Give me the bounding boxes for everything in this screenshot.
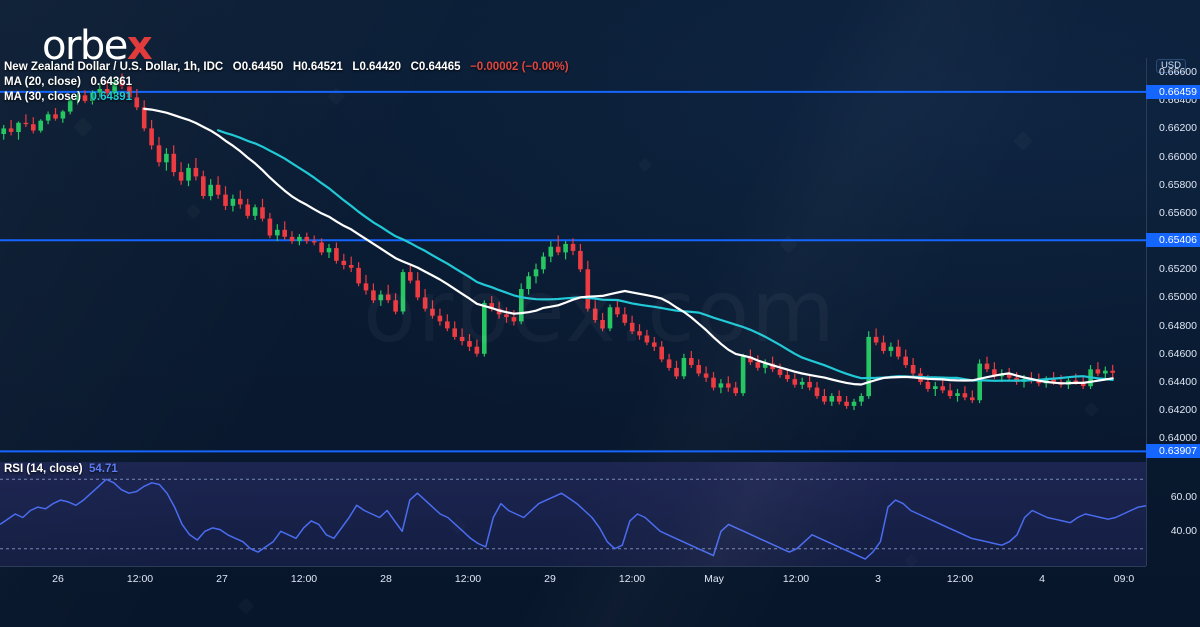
open-label: O: [232, 61, 242, 73]
price-tick: 0.66600: [1159, 66, 1197, 79]
rsi-label: RSI (14, close): [4, 463, 83, 475]
change-value: −0.00002 (−0.00%): [470, 61, 569, 73]
time-tick: 12:00: [454, 573, 482, 585]
legend-symbol-row[interactable]: New Zealand Dollar / U.S. Dollar, 1h, ID…: [4, 60, 569, 75]
time-tick: 26: [52, 573, 64, 585]
time-tick: 12:00: [126, 573, 154, 585]
price-tick: 0.64600: [1159, 347, 1197, 360]
chart-legend: New Zealand Dollar / U.S. Dollar, 1h, ID…: [4, 60, 569, 105]
legend-ma20-row[interactable]: MA (20, close) 0.64361: [4, 75, 569, 90]
low-label: L: [352, 61, 360, 73]
close-label: C: [410, 61, 419, 73]
low-value: 0.64420: [359, 61, 402, 73]
price-plot: [0, 73, 1146, 453]
decor-diamond: [238, 598, 255, 615]
time-tick: 29: [544, 573, 556, 585]
time-tick: 12:00: [946, 573, 974, 585]
legend-rsi-row[interactable]: RSI (14, close) 54.71: [4, 462, 118, 477]
time-tick: 12:00: [290, 573, 318, 585]
time-tick: May: [704, 573, 724, 585]
price-chart-pane[interactable]: [0, 58, 1146, 458]
time-tick: 09:0: [1113, 573, 1135, 585]
time-tick: 27: [216, 573, 228, 585]
symbol-label: New Zealand Dollar / U.S. Dollar, 1h, ID…: [4, 61, 224, 73]
time-tick: 28: [380, 573, 392, 585]
ma20-value: 0.64361: [90, 76, 133, 88]
time-tick: 12:00: [782, 573, 810, 585]
time-tick: 12:00: [618, 573, 646, 585]
currency-badge: USD: [1155, 59, 1186, 73]
price-tick: 0.64000: [1159, 432, 1197, 445]
price-tick: 0.64400: [1159, 375, 1197, 388]
price-tick: 0.64800: [1159, 319, 1197, 332]
logo-text: orbe: [42, 23, 128, 69]
ma20-label: MA (20, close): [4, 76, 81, 88]
price-tick: 0.66000: [1159, 150, 1197, 163]
time-tick: 3: [875, 573, 881, 585]
close-value: 0.64465: [418, 61, 461, 73]
ma30-value: 0.64391: [90, 91, 133, 103]
rsi-chart-pane[interactable]: [0, 462, 1146, 566]
price-tick: 0.66200: [1159, 122, 1197, 135]
open-value: 0.64450: [241, 61, 284, 73]
price-tick: 0.65000: [1159, 291, 1197, 304]
logo-accent: x: [126, 23, 153, 69]
price-tick: 0.65800: [1159, 178, 1197, 191]
legend-ma30-row[interactable]: MA (30, close) 0.64391: [4, 90, 569, 105]
high-value: 0.64521: [301, 61, 343, 73]
rsi-sheen: [0, 462, 1146, 566]
time-tick: 4: [1039, 573, 1045, 585]
orbex-logo: orbex: [42, 23, 153, 69]
price-tick: 0.64200: [1159, 404, 1197, 417]
high-label: H: [292, 61, 302, 73]
rsi-tick: 40.00: [1170, 525, 1197, 538]
price-tick: 0.65200: [1159, 263, 1197, 276]
price-level-badge[interactable]: 0.66459: [1146, 84, 1200, 99]
rsi-plot: [0, 478, 1146, 560]
rsi-value: 54.71: [89, 463, 118, 475]
price-level-badge[interactable]: 0.65406: [1146, 233, 1200, 248]
ma30-label: MA (30, close): [4, 91, 81, 103]
price-scale[interactable]: USD 0.66600 0.66400 0.66200 0.66000 0.65800 0…: [1146, 58, 1200, 566]
time-axis[interactable]: 26 12:00 27 12:00 28 12:00 29 12:00 May 12:00 3 12:…: [0, 566, 1146, 596]
price-level-badge[interactable]: 0.63907: [1146, 444, 1200, 459]
rsi-tick: 60.00: [1170, 490, 1197, 503]
price-tick: 0.65600: [1159, 206, 1197, 219]
